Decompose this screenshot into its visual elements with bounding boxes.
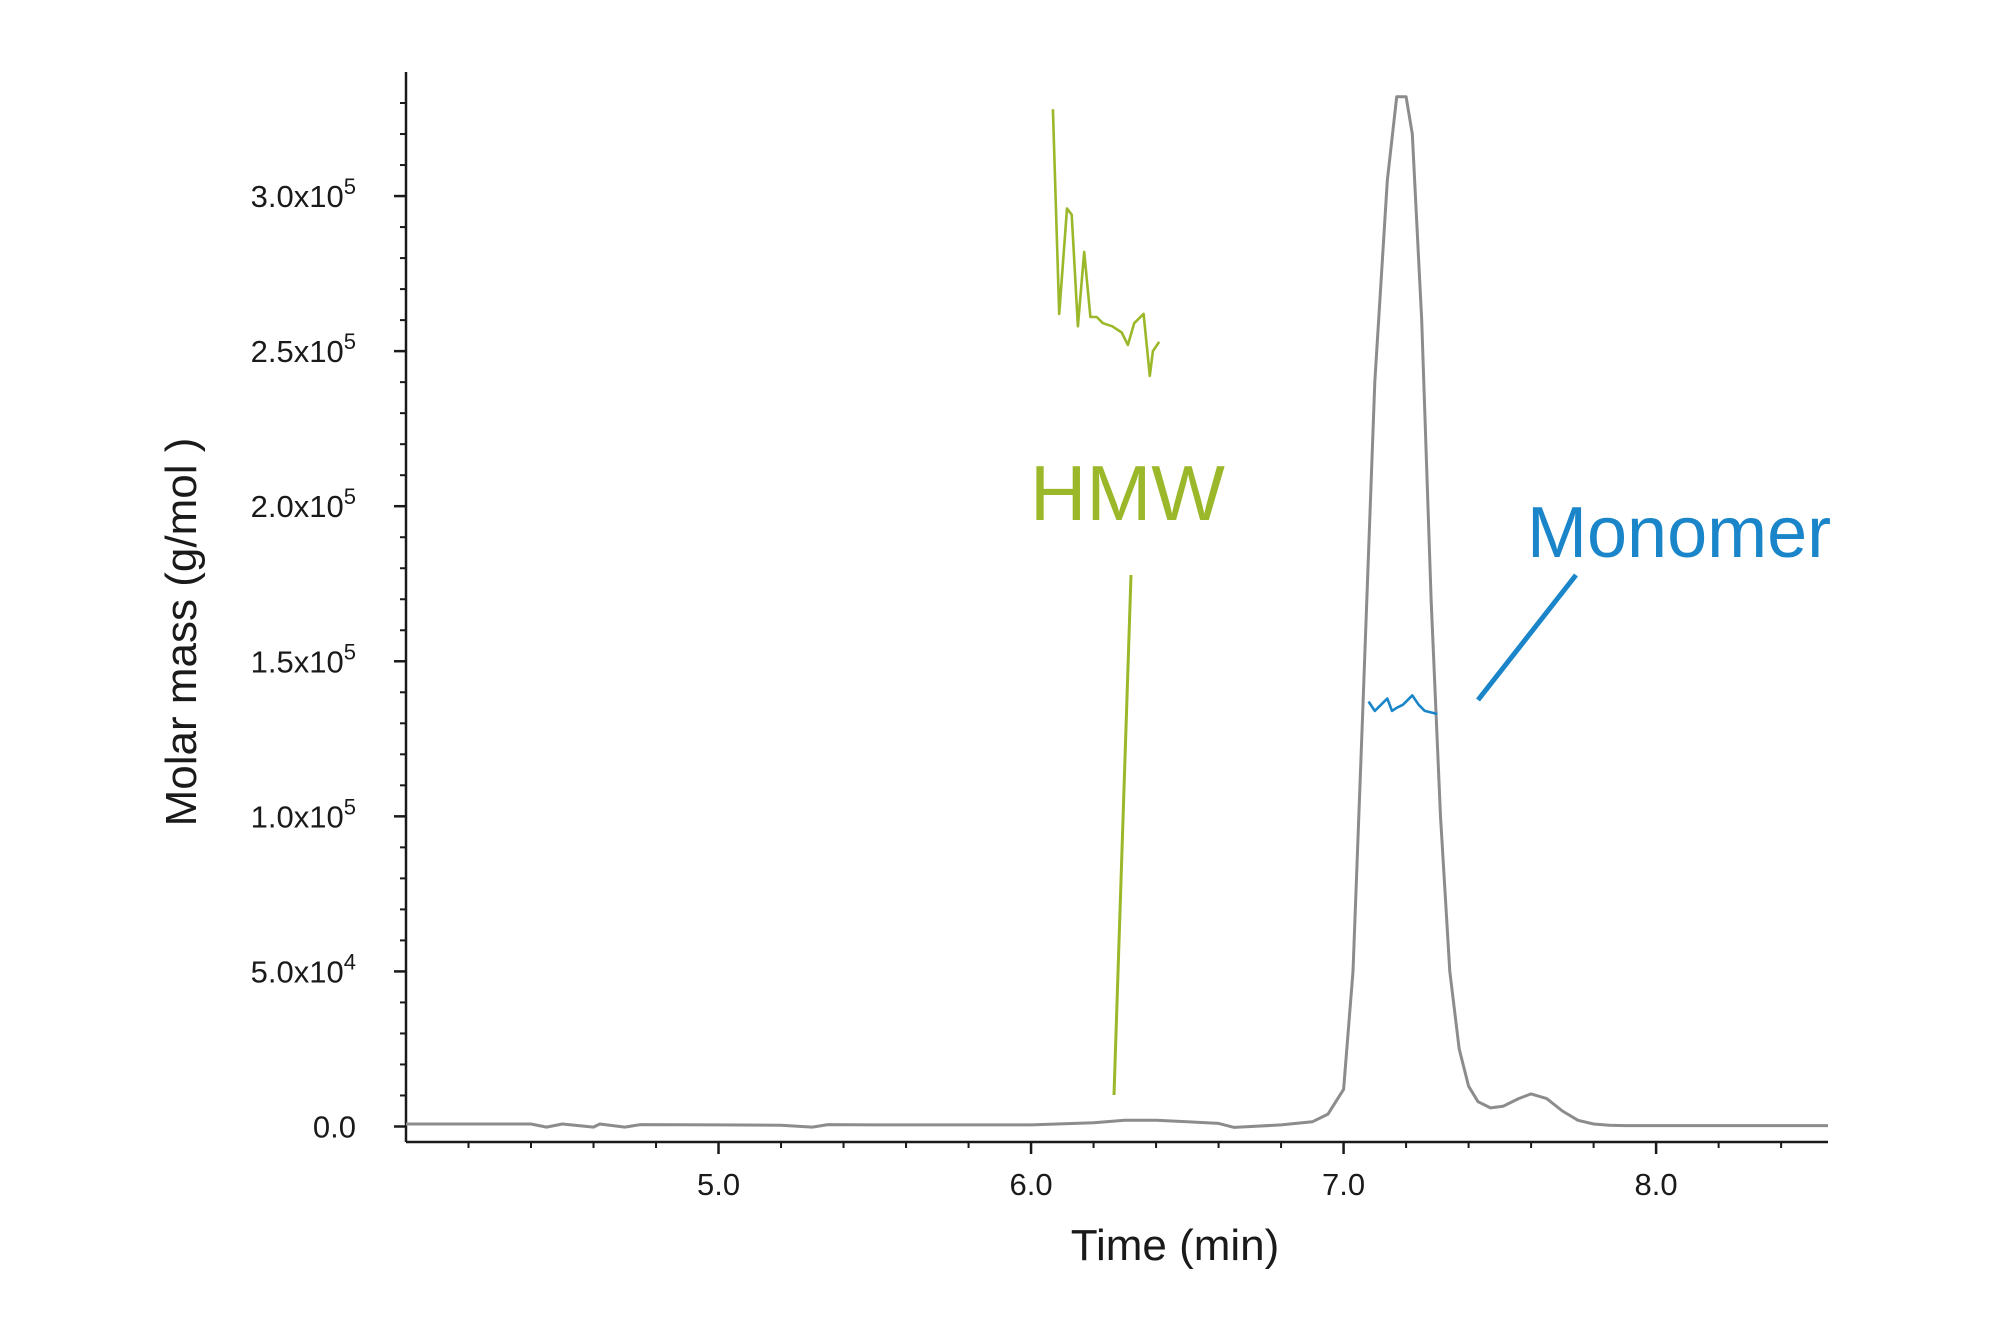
y-tick-mantissa: 3.0x10	[251, 179, 344, 214]
hmw-annotation: HMW	[1030, 449, 1225, 537]
y-tick-label: 1.5x105	[251, 639, 356, 679]
y-tick-exponent: 5	[344, 329, 356, 354]
x-tick-label: 5.0	[697, 1167, 740, 1202]
y-tick-mantissa: 1.5x10	[251, 644, 344, 679]
y-tick-exponent: 5	[344, 484, 356, 509]
series-layer	[406, 95, 1828, 1129]
hmw-pointer-line	[1112, 574, 1133, 1096]
series-line-hmw	[1051, 109, 1161, 378]
x-tick-label: 6.0	[1010, 1167, 1053, 1202]
x-tick-label: 7.0	[1322, 1167, 1365, 1202]
annotations: HMW Monomer	[1030, 449, 1831, 1096]
y-tick-exponent: 5	[344, 639, 356, 664]
y-tick-mantissa: 5.0x10	[251, 954, 344, 989]
y-ticks: 0.05.0x1041.0x1051.5x1052.0x1052.5x1053.…	[251, 174, 406, 1144]
x-tick-label: 8.0	[1635, 1167, 1678, 1202]
y-tick-label: 2.5x105	[251, 329, 356, 369]
series-line-monomer	[1367, 694, 1438, 716]
y-tick-mantissa: 2.5x10	[251, 334, 344, 369]
y-axis-title: Molar mass (g/mol )	[157, 438, 206, 827]
y-tick-label: 0.0	[313, 1109, 356, 1144]
y-tick-mantissa: 1.0x10	[251, 799, 344, 834]
y-tick-label: 1.0x105	[251, 794, 356, 834]
monomer-pointer-line	[1476, 573, 1578, 702]
axes: 0.05.0x1041.0x1051.5x1052.0x1052.5x1053.…	[251, 72, 1828, 1202]
x-ticks: 5.0 6.0 7.0 8.0	[697, 1142, 1678, 1202]
x-minor-ticks	[467, 1142, 1783, 1148]
y-tick-exponent: 4	[344, 949, 356, 974]
y-tick-label: 3.0x105	[251, 174, 356, 214]
y-tick-label: 5.0x104	[251, 949, 356, 989]
y-tick-mantissa: 2.0x10	[251, 489, 344, 524]
y-tick-label: 2.0x105	[251, 484, 356, 524]
x-axis-title: Time (min)	[1071, 1221, 1280, 1270]
monomer-annotation: Monomer	[1527, 493, 1831, 573]
series-line-detector-trace	[406, 95, 1828, 1129]
y-tick-mantissa: 0.0	[313, 1109, 356, 1144]
y-minor-ticks	[400, 102, 406, 1097]
y-tick-exponent: 5	[344, 174, 356, 199]
y-tick-exponent: 5	[344, 794, 356, 819]
